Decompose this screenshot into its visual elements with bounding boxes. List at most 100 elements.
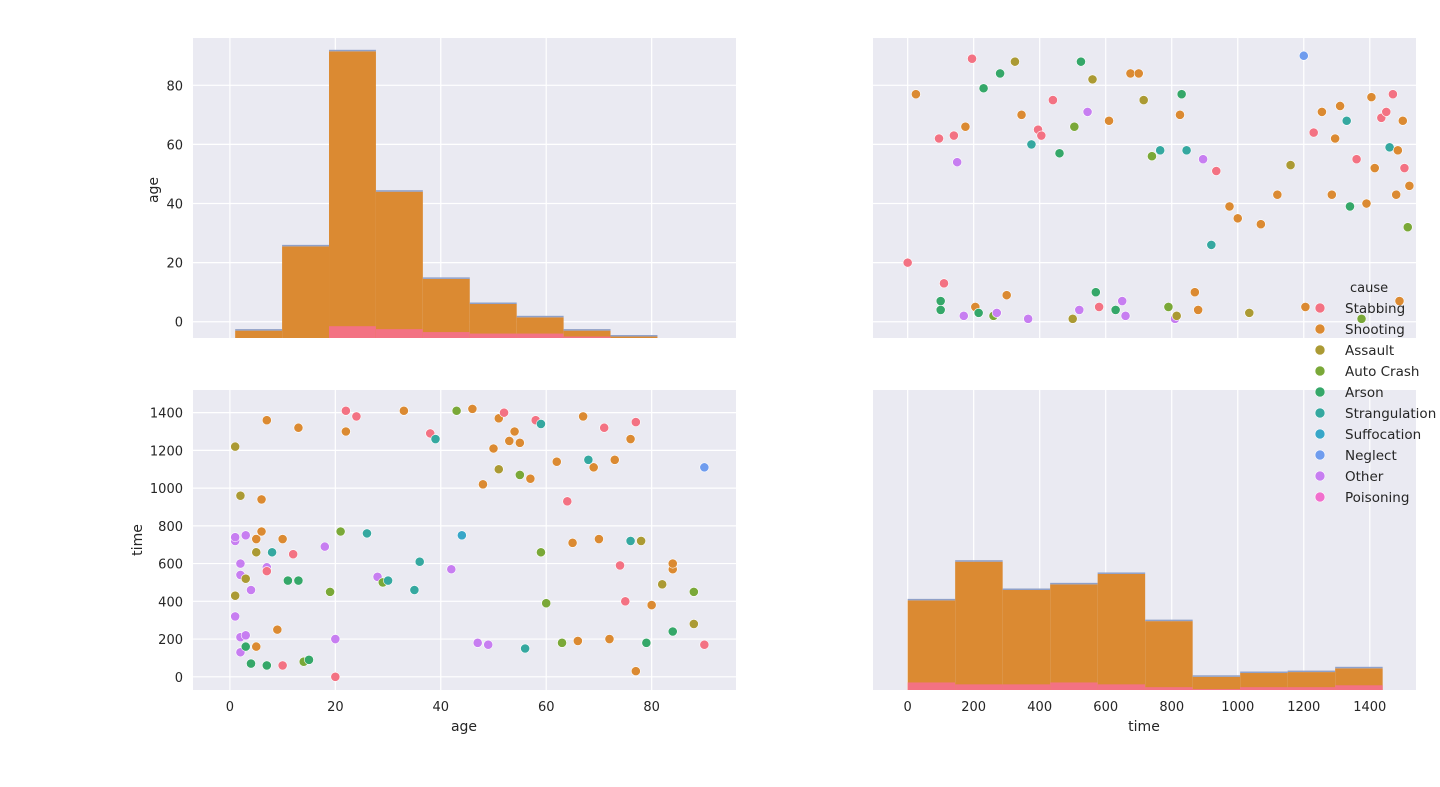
histogram-bar-cap [563,329,611,331]
scatter-point [282,575,293,586]
legend-label: Shooting [1345,322,1405,338]
scatter-point [230,441,241,452]
scatter-point [240,530,251,541]
scatter-point [246,585,256,595]
histogram-bar-stabbing [1002,684,1051,690]
scatter-point [1391,189,1402,200]
scatter-point [398,405,409,416]
scatter-point [995,68,1005,79]
scatter-point [340,405,351,416]
y-tick-label: 20 [166,257,183,272]
histogram-bar-cap [235,329,283,331]
scatter-point [1300,302,1311,312]
y-tick-label: 800 [158,520,183,535]
scatter-point [1047,95,1058,105]
histogram-bar-cap [516,315,564,318]
scatter-point [1069,121,1080,132]
histogram-bar-stabbing [516,333,564,338]
scatter-point [958,310,969,321]
scatter-point [902,257,913,268]
y-tick-label: 1000 [150,482,183,497]
scatter-point [235,490,246,501]
legend-label: Strangulation [1345,406,1436,422]
scatter-point [288,549,299,560]
scatter-point [1189,287,1200,298]
histogram-bar [329,51,376,339]
scatter-point [688,586,699,597]
scatter-point [699,639,710,650]
histogram-bar [563,330,611,338]
scatter-point [246,658,256,669]
scatter-point [1147,151,1157,162]
scatter-point [1076,56,1086,67]
scatter-point [362,528,372,539]
scatter-point [240,573,251,584]
scatter-point [1125,68,1136,79]
legend: cause Stabbing Shooting Assault Auto Crash A… [1314,281,1436,506]
scatter-point [1026,139,1037,150]
histogram-bar-stabbing [907,682,956,690]
scatter-point [1110,305,1121,315]
histogram-bar-stabbing [1192,689,1241,690]
scatter-point [1082,106,1093,117]
scatter-point [251,641,262,652]
y-tick-label: 0 [175,671,183,686]
legend-marker [1314,470,1326,482]
scatter-point [630,666,641,677]
legend-marker [1314,323,1326,335]
y-tick-label: 40 [166,198,183,213]
scatter-point [340,426,351,437]
scatter-point [572,636,583,646]
y-tick-label: 600 [158,558,183,573]
scatter-point [514,470,525,480]
scatter-point [488,443,499,454]
scatter-point [636,536,647,546]
legend-marker [1314,449,1326,461]
scatter-point [414,556,425,567]
histogram-bar-cap [1097,572,1146,574]
scatter-point [251,534,262,544]
panel-time-hist: 0 200 400 600 800 1000 1200 1400 [873,390,1416,715]
scatter-point [478,479,488,490]
scatter-point [1317,106,1327,117]
scatter-point [251,547,262,558]
scatter-point [1117,296,1128,306]
scatter-point [1087,74,1098,85]
scatter-point [1163,302,1174,312]
legend-label: Other [1345,469,1384,485]
x-axis-label-age: age [451,719,477,735]
y-tick-label: 0 [175,316,183,331]
legend-title: cause [1350,281,1388,296]
scatter-point [583,454,594,465]
legend-label: Arson [1345,385,1384,401]
histogram-bar [1002,590,1051,690]
scatter-point [1155,145,1166,156]
y-tick-label: 80 [166,79,183,94]
scatter-point [594,534,604,544]
scatter-point [1330,133,1341,144]
histogram-bar-stabbing [1097,684,1146,690]
y-tick-label: 60 [166,138,183,153]
scatter-point [1345,201,1355,212]
scatter-point [499,407,509,418]
scatter-point [973,307,984,318]
scatter-point [948,130,959,141]
histogram-bar-stabbing [1240,687,1288,690]
scatter-point [1206,239,1217,250]
scatter-point [383,575,393,586]
histogram-bar-stabbing [563,336,611,338]
scatter-point [646,600,657,610]
histogram-bar-cap [955,560,1003,562]
scatter-point [472,637,483,648]
histogram-bar-cap [907,598,956,601]
scatter-point [978,83,989,94]
scatter-point [657,579,668,590]
histogram-bar-cap [1002,588,1051,590]
x-tick-label: 0 [226,700,234,715]
scatter-point [525,473,536,484]
scatter-point [230,611,241,622]
histogram-bar-stabbing [1050,682,1098,690]
histogram-bar [1097,573,1146,690]
panel-age-time-scatter-top [873,38,1416,338]
